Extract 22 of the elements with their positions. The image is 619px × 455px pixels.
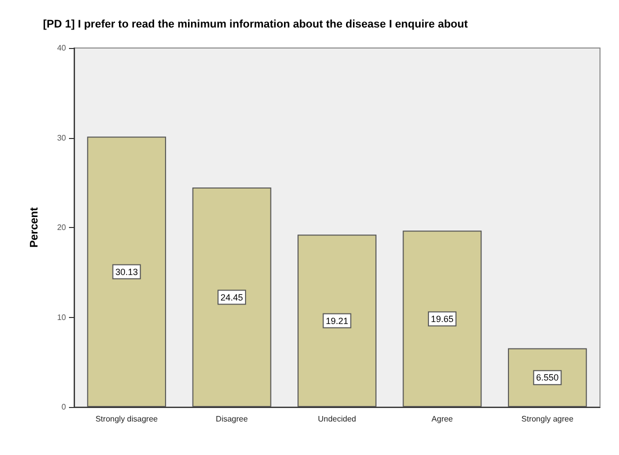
y-tick-label: 20 bbox=[57, 223, 67, 232]
bar bbox=[402, 230, 482, 407]
data-label: 30.13 bbox=[115, 266, 138, 277]
data-label: 19.21 bbox=[326, 316, 348, 326]
y-tick-label: 40 bbox=[57, 44, 67, 52]
x-tick-label: Disagree bbox=[216, 414, 248, 424]
x-tick-label: Strongly agree bbox=[521, 414, 574, 424]
y-axis-title: Percent bbox=[28, 206, 40, 248]
data-label: 19.65 bbox=[430, 314, 454, 324]
bar bbox=[298, 234, 376, 407]
y-tick-label: 10 bbox=[57, 312, 67, 322]
data-label: 24.45 bbox=[220, 292, 244, 302]
x-tick-label: Strongly disagree bbox=[95, 414, 158, 424]
chart-title: [PD 1] I prefer to read the minimum information about the disease I enquire about bbox=[43, 18, 468, 30]
bar bbox=[87, 136, 166, 407]
bar bbox=[192, 188, 272, 407]
y-tick-label: 30 bbox=[57, 133, 67, 142]
data-label: 6.550 bbox=[536, 372, 559, 383]
bar bbox=[508, 348, 587, 407]
x-tick-label: Undecided bbox=[318, 414, 356, 424]
y-tick-label: 0 bbox=[62, 402, 67, 412]
x-tick-label: Agree bbox=[432, 414, 454, 424]
